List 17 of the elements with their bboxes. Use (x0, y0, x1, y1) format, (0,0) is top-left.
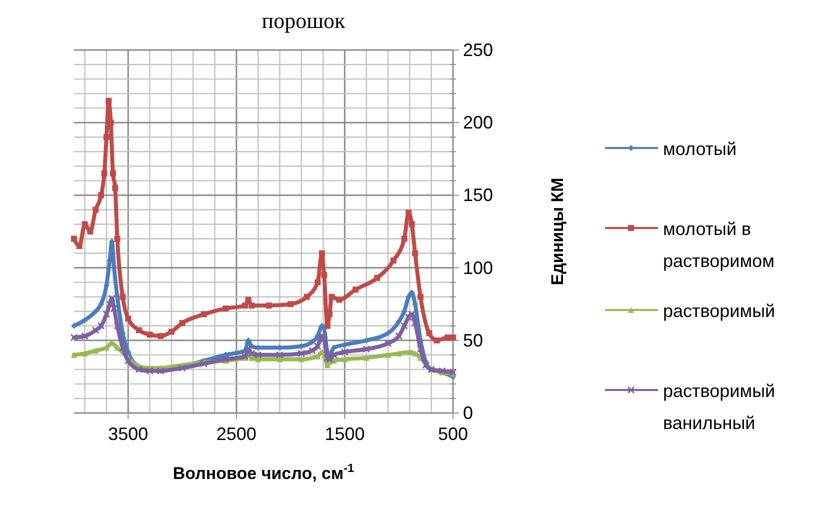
chart-title: порошок (262, 8, 346, 33)
x-tick-label: 2500 (216, 424, 256, 444)
legend-label: молотый (663, 139, 737, 159)
legend-label: растворимый (663, 301, 776, 321)
y-tick-label: 250 (463, 40, 494, 60)
y-tick-label: 0 (463, 403, 474, 423)
y-axis-title: Единицы КМ (548, 178, 567, 286)
legend-label: молотый в растворимом (663, 219, 774, 271)
x-tick-label: 3500 (108, 424, 148, 444)
legend-label: растворимый ванильный (663, 381, 776, 433)
y-tick-label: 100 (463, 258, 494, 278)
x-axis-title: Волновое число, см$^{-1}$ (172, 461, 355, 483)
y-tick-label: 200 (463, 112, 494, 133)
x-tick-label: 1500 (324, 424, 365, 444)
y-tick-label: 50 (463, 330, 484, 350)
x-tick-label: 500 (438, 424, 468, 444)
y-tick-label: 150 (463, 185, 494, 206)
